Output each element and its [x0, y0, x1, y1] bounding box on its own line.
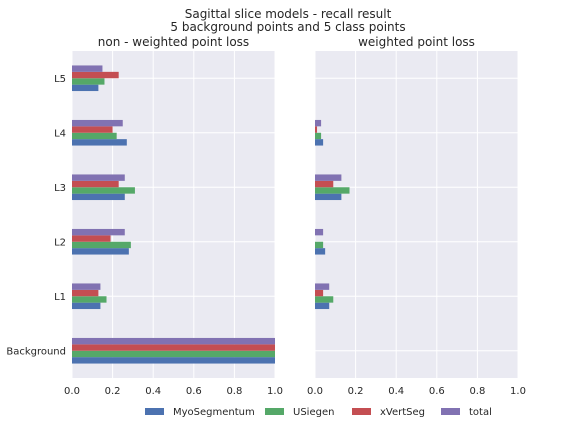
x-tick-label: 0.2 [348, 386, 364, 397]
bar-myosegmentum-l5 [72, 84, 99, 92]
bar-usiegen-l5 [72, 78, 105, 85]
legend-item-total: total [441, 407, 492, 418]
x-tick-label: 0.0 [307, 386, 323, 397]
plot-area [72, 51, 275, 378]
y-tick-label: L4 [54, 128, 66, 139]
bar-myosegmentum-background [72, 357, 275, 364]
bar-xvertseg-l3 [315, 180, 334, 188]
chart-panels: 0.0 0.2 0.4 0.6 0.8 1.0 Background L1 L2 L3 L4 L5 no… [6, 35, 526, 397]
legend-label: USiegen [293, 407, 334, 418]
panel-title: weighted point loss [358, 35, 475, 49]
bar-myosegmentum-l4 [315, 139, 324, 146]
y-tick-label: L3 [54, 183, 66, 194]
bar-total-l2 [315, 228, 324, 236]
bar-xvertseg-l5 [72, 71, 119, 79]
x-tick-label: 1.0 [510, 386, 526, 397]
x-tick-label: 0.6 [429, 386, 445, 397]
bar-xvertseg-l1 [315, 289, 324, 297]
bar-total-l2 [72, 228, 125, 236]
bar-total-background [72, 337, 275, 345]
x-tick-label: 0.8 [226, 386, 242, 397]
panel-1: 0.0 0.2 0.4 0.6 0.8 1.0 Background L1 L2 L3 L4 L5 no… [6, 35, 283, 397]
y-tick-label: L2 [54, 237, 66, 248]
bar-total-l3 [315, 174, 342, 181]
legend-item-usiegen: USiegen [265, 407, 334, 418]
bar-total-l4 [72, 119, 123, 127]
bar-xvertseg-background [72, 344, 275, 351]
bar-xvertseg-l2 [72, 235, 111, 242]
bar-total-l3 [72, 174, 125, 181]
bar-usiegen-l2 [72, 241, 131, 249]
x-tick-label: 1.0 [267, 386, 283, 397]
bar-usiegen-l1 [315, 296, 334, 303]
plot-area [315, 51, 518, 378]
x-tick-label: 0.0 [64, 386, 80, 397]
bar-myosegmentum-l4 [72, 139, 127, 146]
y-tick-label: Background [6, 346, 66, 357]
bar-myosegmentum-l1 [72, 302, 101, 310]
x-tick-label: 0.6 [186, 386, 202, 397]
bar-xvertseg-l3 [72, 180, 119, 188]
y-tick-label: L5 [54, 74, 66, 85]
bar-myosegmentum-l3 [315, 193, 342, 201]
bar-myosegmentum-l1 [315, 302, 330, 310]
legend-swatch [441, 408, 460, 415]
bar-usiegen-l2 [315, 241, 324, 249]
legend-label: total [469, 407, 492, 418]
x-tick-label: 0.2 [105, 386, 121, 397]
bar-myosegmentum-l2 [72, 248, 129, 255]
figure-title-line1: Sagittal slice models - recall result [185, 7, 392, 21]
legend-label: xVertSeg [380, 407, 425, 418]
x-tick-label: 0.4 [388, 386, 404, 397]
bar-xvertseg-l1 [72, 289, 99, 297]
legend-swatch [265, 408, 284, 415]
legend-item-xvertseg: xVertSeg [352, 407, 425, 418]
bar-total-l4 [315, 119, 322, 127]
panel-title: non - weighted point loss [98, 35, 249, 49]
bar-myosegmentum-l2 [315, 248, 326, 255]
bar-usiegen-background [72, 350, 275, 358]
bar-usiegen-l3 [315, 187, 350, 194]
bar-usiegen-l4 [72, 132, 117, 140]
bar-xvertseg-l4 [315, 126, 318, 133]
legend: MyoSegmentum USiegen xVertSeg total [145, 407, 492, 418]
figure-title-line2: 5 background points and 5 class points [170, 20, 405, 34]
bar-total-l5 [72, 65, 103, 72]
legend-swatch [145, 408, 164, 415]
bar-usiegen-l4 [315, 132, 322, 140]
legend-label: MyoSegmentum [173, 407, 255, 418]
legend-swatch [352, 408, 371, 415]
bar-total-l1 [72, 283, 101, 290]
legend-item-myosegmentum: MyoSegmentum [145, 407, 255, 418]
bar-myosegmentum-l3 [72, 193, 125, 201]
bar-usiegen-l1 [72, 296, 107, 303]
bar-total-l1 [315, 283, 330, 290]
x-tick-label: 0.4 [145, 386, 161, 397]
panel-2: 0.0 0.2 0.4 0.6 0.8 1.0 weighted point loss [307, 35, 526, 397]
bar-usiegen-l3 [72, 187, 135, 194]
bar-xvertseg-l4 [72, 126, 113, 133]
x-tick-label: 0.8 [469, 386, 485, 397]
y-tick-label: L1 [54, 292, 66, 303]
